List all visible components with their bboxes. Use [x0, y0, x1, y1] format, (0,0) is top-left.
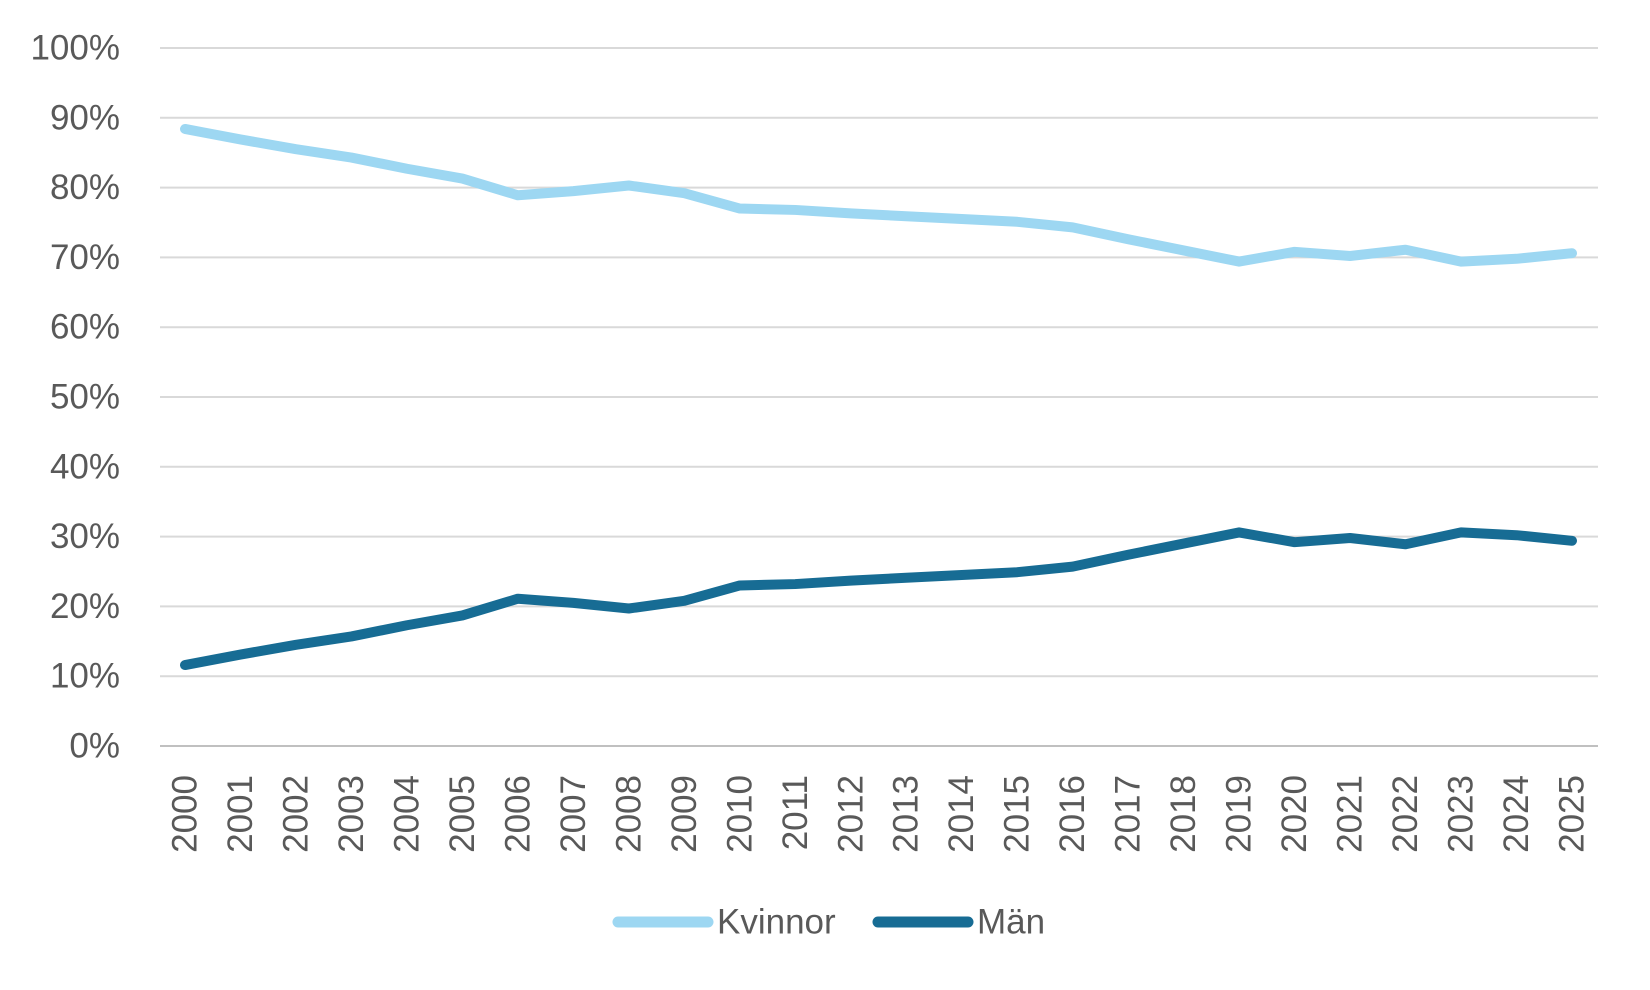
x-tick-label: 2025	[1553, 775, 1592, 853]
y-tick-label: 40%	[50, 447, 120, 486]
x-tick-label: 2013	[887, 775, 926, 853]
x-tick-label: 2010	[720, 775, 759, 853]
legend-label-man: Män	[977, 903, 1045, 942]
x-tick-label: 2004	[387, 775, 426, 853]
y-tick-label: 50%	[50, 378, 120, 417]
x-tick-label: 2015	[998, 775, 1037, 853]
x-tick-label: 2008	[609, 775, 648, 853]
x-tick-label: 2017	[1109, 775, 1148, 853]
x-tick-label: 2014	[942, 775, 981, 853]
y-tick-label: 0%	[69, 727, 120, 766]
x-tick-label: 2002	[276, 775, 315, 853]
y-tick-label: 90%	[50, 98, 120, 137]
x-tick-label: 2023	[1442, 775, 1481, 853]
y-tick-label: 10%	[50, 657, 120, 696]
x-tick-label: 2018	[1164, 775, 1203, 853]
x-tick-label: 2020	[1275, 775, 1314, 853]
x-tick-label: 2022	[1386, 775, 1425, 853]
legend-label-kvinnor: Kvinnor	[717, 903, 836, 942]
x-tick-label: 2021	[1331, 775, 1370, 853]
x-tick-label: 2012	[831, 775, 870, 853]
y-tick-label: 80%	[50, 168, 120, 207]
series-line-kvinnor	[180, 123, 1577, 267]
y-axis-labels-group: 0% 10% 20% 30% 40% 50% 60% 70% 80% 90% 100%	[30, 29, 120, 766]
series-group	[180, 123, 1577, 671]
x-tick-label: 2003	[332, 775, 371, 853]
x-tick-label: 2006	[498, 775, 537, 853]
x-tick-label: 2024	[1497, 775, 1536, 853]
x-tick-label: 2009	[665, 775, 704, 853]
x-axis-labels-group: 2000 2001 2002 2003 2004 2005 2006 2007 2008 2009…	[166, 775, 1592, 853]
x-tick-label: 2007	[554, 775, 593, 853]
x-tick-label: 2019	[1220, 775, 1259, 853]
x-tick-label: 2005	[443, 775, 482, 853]
y-tick-label: 100%	[30, 29, 120, 68]
y-tick-label: 20%	[50, 587, 120, 626]
y-tick-label: 70%	[50, 238, 120, 277]
y-tick-label: 30%	[50, 517, 120, 556]
x-tick-label: 2016	[1053, 775, 1092, 853]
series-line-mn	[180, 527, 1577, 671]
x-tick-label: 2001	[221, 775, 260, 853]
gridlines-group	[160, 47, 1598, 747]
x-tick-label: 2011	[776, 775, 815, 850]
y-tick-label: 60%	[50, 308, 120, 347]
legend: Kvinnor Män	[612, 903, 1045, 942]
x-tick-label: 2000	[166, 775, 205, 853]
